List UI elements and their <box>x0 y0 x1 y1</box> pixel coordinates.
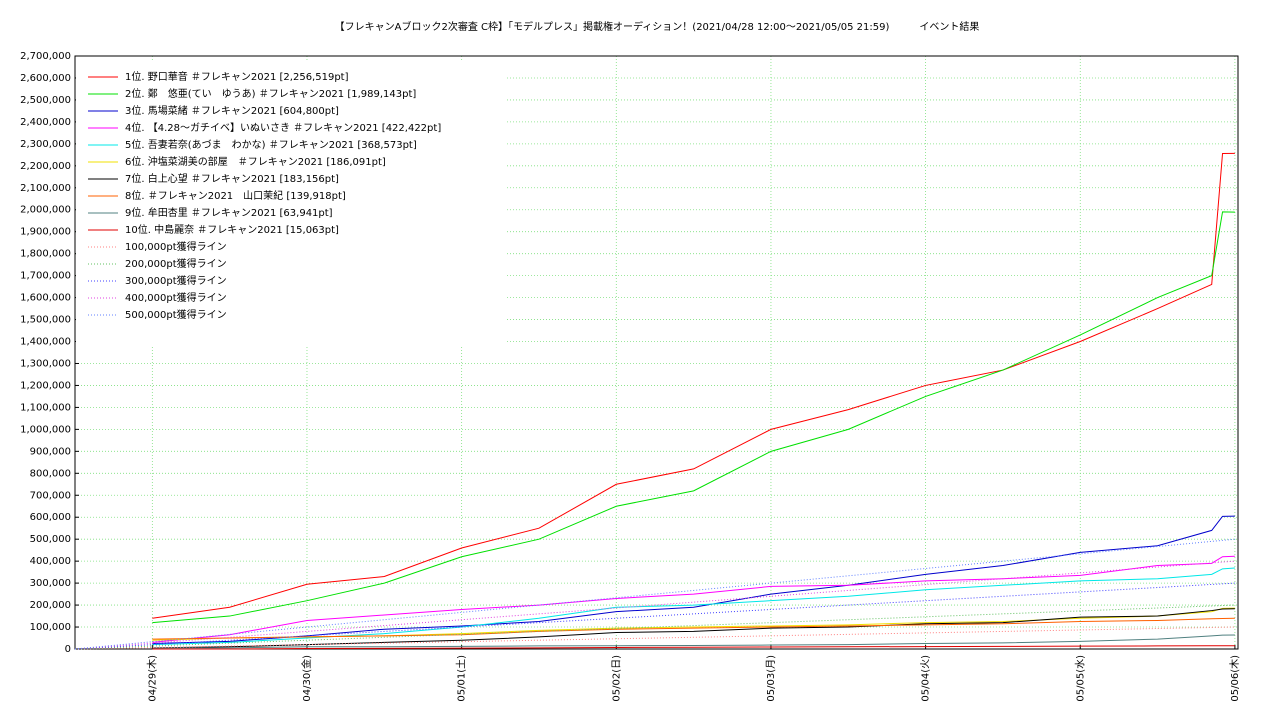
x-tick-label: 05/03(月) <box>765 655 777 702</box>
legend-label: 500,000pt獲得ライン <box>125 308 227 321</box>
legend-label: 8位. ＃フレキャン2021 山口茉紀 [139,918pt] <box>125 189 346 202</box>
y-tick-label: 1,200,000 <box>20 380 71 391</box>
series-line <box>152 617 1235 640</box>
chart-title: 【フレキャンAブロック2次審査 C枠】「モデルプレス」掲載権オーディション！(2… <box>335 20 980 33</box>
series-line <box>152 608 1235 649</box>
y-tick-label: 100,000 <box>30 622 71 633</box>
y-tick-label: 2,700,000 <box>20 51 71 62</box>
y-tick-label: 2,000,000 <box>20 205 71 216</box>
y-tick-label: 1,900,000 <box>20 227 71 238</box>
y-tick-label: 400,000 <box>30 556 71 567</box>
y-tick-label: 1,600,000 <box>20 293 71 304</box>
legend-label: 9位. 牟田杏里 ＃フレキャン2021 [63,941pt] <box>125 206 333 219</box>
legend-label: 200,000pt獲得ライン <box>125 257 227 270</box>
x-tick-label: 04/30(金) <box>300 655 313 702</box>
legend-label: 1位. 野口華音 ＃フレキャン2021 [2,256,519pt] <box>125 70 349 83</box>
series-line <box>152 645 1235 650</box>
x-tick-label: 05/05(水) <box>1074 655 1086 702</box>
series-line <box>152 555 1235 643</box>
y-tick-label: 2,600,000 <box>20 73 71 84</box>
series-line <box>152 634 1235 649</box>
y-tick-label: 500,000 <box>30 534 71 545</box>
y-tick-label: 2,300,000 <box>20 139 71 150</box>
y-tick-label: 1,000,000 <box>20 424 71 435</box>
plot-frame <box>74 55 1239 650</box>
legend-label: 5位. 吾妻若奈(あづま わかな) ＃フレキャン2021 [368,573pt] <box>125 138 417 151</box>
y-tick-label: 1,800,000 <box>20 249 71 260</box>
legend-label: 100,000pt獲得ライン <box>125 240 227 253</box>
y-tick-label: 1,500,000 <box>20 315 71 326</box>
legend-label: 10位. 中島麗奈 ＃フレキャン2021 [15,063pt] <box>125 223 339 236</box>
legend-label: 6位. 沖塩菜湖美の部屋 ＃フレキャン2021 [186,091pt] <box>125 155 386 168</box>
x-tick-label: 05/01(土) <box>455 655 468 702</box>
legend-label: 4位. 【4.28〜ガチイベ】いぬいさき ＃フレキャン2021 [422,422… <box>125 121 441 134</box>
y-tick-label: 2,500,000 <box>20 95 71 106</box>
legend-label: 3位. 馬場菜緒 ＃フレキャン2021 [604,800pt] <box>125 104 339 117</box>
y-tick-label: 1,400,000 <box>20 337 71 348</box>
series-line <box>152 211 1235 624</box>
series-line <box>74 538 1235 650</box>
legend-label: 300,000pt獲得ライン <box>125 274 227 287</box>
y-tick-label: 200,000 <box>30 600 71 611</box>
x-tick-label: 05/04(火) <box>920 655 932 702</box>
series-line <box>74 582 1235 650</box>
y-tick-label: 1,700,000 <box>20 271 71 282</box>
x-tick-label: 04/29(木) <box>146 655 158 702</box>
y-tick-label: 2,400,000 <box>20 117 71 128</box>
legend-label: 7位. 白上心望 ＃フレキャン2021 [183,156pt] <box>125 172 339 185</box>
y-tick-label: 0 <box>65 644 71 655</box>
x-tick-label: 05/02(日) <box>611 655 622 702</box>
y-tick-label: 2,100,000 <box>20 183 71 194</box>
series-line <box>74 560 1235 650</box>
x-tick-label: 05/06(木) <box>1229 655 1241 702</box>
legend-label: 2位. 鄭 悠亜(てい ゆうあ) ＃フレキャン2021 [1,989,143pt… <box>125 87 416 100</box>
y-tick-label: 300,000 <box>30 578 71 589</box>
series-line <box>152 152 1235 619</box>
legend-label: 400,000pt獲得ライン <box>125 291 227 304</box>
y-tick-label: 1,100,000 <box>20 402 71 413</box>
y-tick-label: 900,000 <box>30 446 71 457</box>
legend-box <box>76 60 506 345</box>
y-tick-label: 1,300,000 <box>20 358 71 369</box>
y-tick-label: 2,200,000 <box>20 161 71 172</box>
y-tick-label: 600,000 <box>30 512 71 523</box>
series-line <box>152 567 1235 646</box>
series-line <box>74 626 1235 650</box>
series-line <box>152 515 1235 645</box>
y-tick-label: 800,000 <box>30 468 71 479</box>
y-tick-label: 700,000 <box>30 490 71 501</box>
